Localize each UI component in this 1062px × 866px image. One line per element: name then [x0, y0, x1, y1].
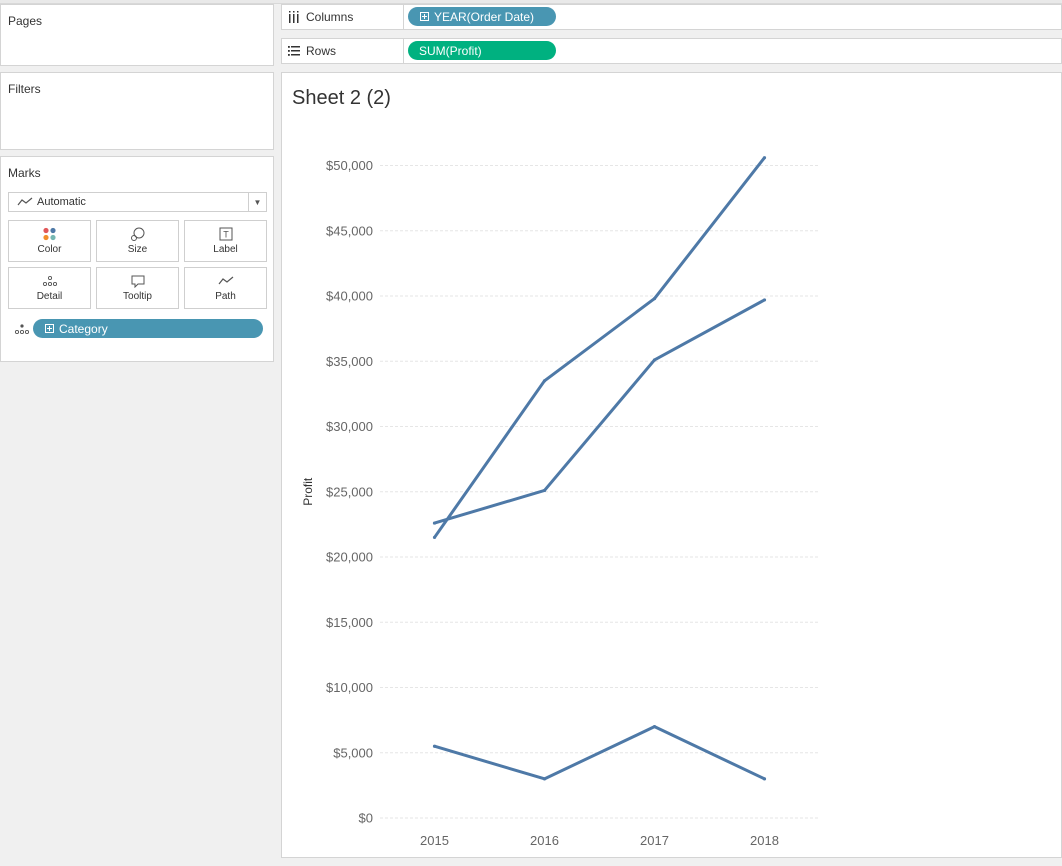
- rows-shelf[interactable]: Rows SUM(Profit): [281, 38, 1062, 64]
- columns-shelf-label-box: Columns: [282, 5, 404, 29]
- data-point[interactable]: [542, 777, 547, 781]
- data-point[interactable]: [432, 521, 437, 525]
- y-tick-label: $15,000: [326, 615, 373, 630]
- size-button[interactable]: Size: [96, 220, 179, 262]
- year-order-date-pill[interactable]: YEAR(Order Date): [408, 7, 556, 26]
- size-icon: [97, 226, 178, 242]
- y-tick-label: $5,000: [333, 745, 373, 760]
- tooltip-icon: [97, 273, 178, 289]
- y-axis-label: Profit: [301, 477, 315, 506]
- color-button[interactable]: Color: [8, 220, 91, 262]
- y-tick-label: $45,000: [326, 223, 373, 238]
- label-button[interactable]: T Label: [184, 220, 267, 262]
- y-tick-label: $30,000: [326, 419, 373, 434]
- data-point[interactable]: [542, 379, 547, 383]
- color-label: Color: [37, 244, 62, 255]
- category-detail-pill[interactable]: Category: [33, 319, 263, 338]
- pages-title: Pages: [8, 14, 43, 28]
- pages-card[interactable]: Pages: [0, 4, 274, 66]
- data-point[interactable]: [432, 535, 437, 540]
- line-chart[interactable]: $0 $5,000 $10,000 $15,000 $20,000 $25,000 $30,…: [282, 73, 1061, 857]
- y-tick-label: $10,000: [326, 680, 373, 695]
- path-label: Path: [215, 291, 236, 302]
- x-tick-label: 2017: [640, 833, 669, 848]
- marks-title: Marks: [8, 166, 41, 180]
- x-tick-label: 2018: [750, 833, 779, 848]
- data-point[interactable]: [432, 744, 437, 748]
- data-point[interactable]: [652, 297, 657, 301]
- rows-shelf-label-box: Rows: [282, 39, 404, 63]
- y-tick-label: $40,000: [326, 289, 373, 304]
- data-point[interactable]: [762, 777, 767, 781]
- detail-button[interactable]: Detail: [8, 267, 91, 309]
- top-strip: [0, 0, 1062, 4]
- label-label: Label: [213, 244, 238, 255]
- path-button[interactable]: Path: [184, 267, 267, 309]
- x-tick-label: 2015: [420, 833, 449, 848]
- data-point[interactable]: [652, 725, 657, 729]
- mark-type-label: Automatic: [37, 196, 86, 208]
- chevron-down-icon[interactable]: ▼: [248, 193, 266, 211]
- sheet-view: Sheet 2 (2) $0 $5,000 $10,000 $15,000 $20,00…: [281, 72, 1062, 858]
- rows-icon: [288, 46, 300, 56]
- y-tick-label: $20,000: [326, 550, 373, 565]
- tooltip-button[interactable]: Tooltip: [96, 267, 179, 309]
- profit-pill-label: SUM(Profit): [419, 43, 482, 58]
- filters-card[interactable]: Filters: [0, 72, 274, 150]
- filters-title: Filters: [8, 82, 41, 96]
- series-line: [433, 156, 766, 539]
- path-icon: [185, 273, 266, 289]
- category-pill-label: Category: [59, 321, 108, 336]
- line-mark-icon: [17, 197, 33, 206]
- tooltip-label: Tooltip: [123, 291, 152, 302]
- series-line: [434, 298, 766, 525]
- data-point[interactable]: [762, 156, 767, 160]
- x-tick-label: 2016: [530, 833, 559, 848]
- columns-icon: [288, 11, 300, 23]
- data-point[interactable]: [652, 358, 657, 362]
- year-pill-label: YEAR(Order Date): [434, 9, 535, 24]
- y-tick-label: $35,000: [326, 354, 373, 369]
- detail-label: Detail: [36, 291, 63, 302]
- label-icon: T: [185, 226, 266, 242]
- columns-shelf[interactable]: Columns YEAR(Order Date): [281, 4, 1062, 30]
- series-line: [434, 725, 766, 781]
- mark-type-dropdown[interactable]: Automatic ▼: [8, 192, 267, 212]
- size-label: Size: [127, 244, 148, 255]
- sum-profit-pill[interactable]: SUM(Profit): [408, 41, 556, 60]
- y-tick-label: $0: [359, 811, 373, 826]
- y-tick-label: $50,000: [326, 158, 373, 173]
- detail-field-icon: [14, 324, 30, 335]
- expand-icon[interactable]: [45, 324, 54, 333]
- expand-icon[interactable]: [420, 12, 429, 21]
- sheet-title: Sheet 2 (2): [292, 87, 391, 109]
- columns-label: Columns: [306, 10, 354, 24]
- data-point[interactable]: [542, 488, 547, 493]
- detail-icon: [9, 273, 90, 289]
- y-tick-label: $25,000: [326, 484, 373, 499]
- color-icon: [9, 226, 90, 242]
- data-point[interactable]: [762, 298, 767, 302]
- rows-label: Rows: [306, 44, 337, 58]
- svg-text:T: T: [223, 230, 229, 240]
- marks-card: Marks Automatic ▼ Color Size T Label Det…: [0, 156, 274, 362]
